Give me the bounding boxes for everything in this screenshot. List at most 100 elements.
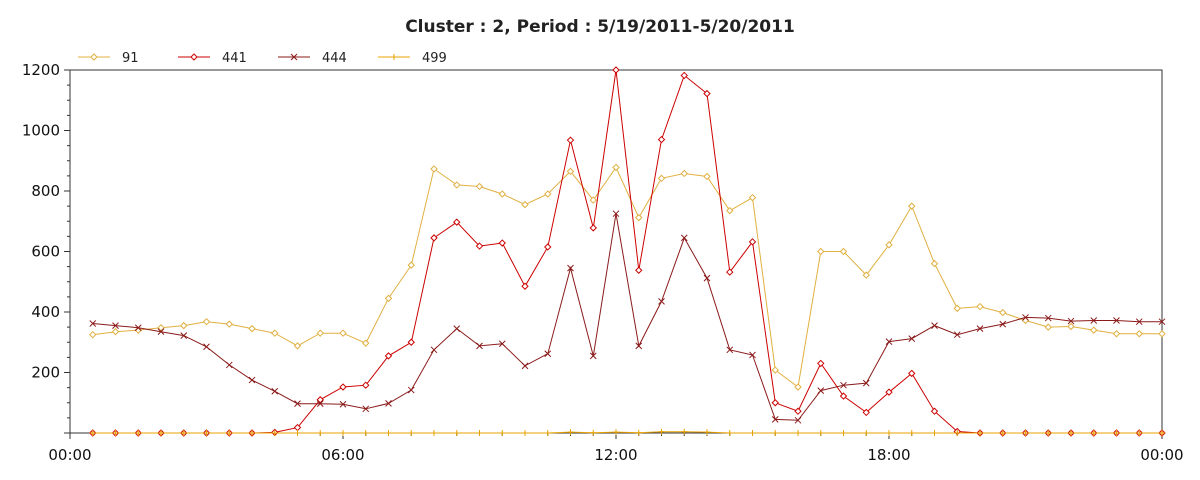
data-point <box>817 359 825 368</box>
data-point <box>521 282 529 290</box>
data-point <box>862 379 870 387</box>
data-point <box>908 369 916 378</box>
data-point <box>930 259 939 268</box>
data-point <box>89 320 97 327</box>
data-point <box>408 430 415 436</box>
series-layer <box>89 66 1166 437</box>
legend-label: 444 <box>322 51 347 66</box>
data-point <box>1112 330 1121 338</box>
data-point <box>431 430 437 436</box>
y-tick-label: 200 <box>31 364 60 382</box>
legend-item-444: 444 <box>278 51 347 66</box>
data-point <box>749 351 756 359</box>
data-point <box>794 383 802 391</box>
data-point <box>613 429 619 436</box>
data-point <box>1044 323 1052 331</box>
data-point <box>976 302 984 311</box>
axes: 00:00 06:00 12:00 18:00 00:00 200 400 600 800 100… <box>22 61 1184 464</box>
data-point <box>794 407 802 415</box>
data-point <box>453 218 461 226</box>
data-point <box>248 324 256 333</box>
data-point <box>271 430 278 436</box>
data-point <box>134 324 142 332</box>
y-tick-label: 1200 <box>22 61 60 79</box>
data-point <box>521 200 529 209</box>
data-point <box>999 430 1006 436</box>
x-tick-label: 06:00 <box>321 446 364 464</box>
data-point <box>612 66 620 74</box>
data-point <box>294 430 301 436</box>
data-point <box>475 242 484 250</box>
data-point <box>680 71 688 80</box>
data-point <box>498 239 506 247</box>
data-point <box>475 182 484 191</box>
data-point <box>681 428 688 435</box>
data-point <box>522 430 528 436</box>
data-point <box>135 430 142 436</box>
data-point <box>1159 430 1165 436</box>
data-point <box>703 89 711 98</box>
data-point <box>430 346 438 354</box>
data-point <box>498 190 506 198</box>
data-point <box>316 400 324 408</box>
data-point <box>407 338 415 346</box>
data-point <box>977 430 983 436</box>
data-point <box>839 392 848 400</box>
series-91 <box>89 163 1166 391</box>
data-point <box>589 224 597 232</box>
plot-area <box>69 69 1163 434</box>
data-point <box>931 322 938 329</box>
data-point <box>225 361 233 369</box>
data-point <box>635 213 643 222</box>
data-point <box>612 210 620 218</box>
data-point <box>1113 317 1120 324</box>
data-point <box>885 388 893 396</box>
data-point <box>293 342 302 350</box>
data-point <box>953 331 961 339</box>
data-point <box>726 268 734 276</box>
legend-label: 91 <box>122 51 139 66</box>
data-point <box>203 343 210 351</box>
data-point <box>885 241 893 249</box>
data-point <box>157 324 165 332</box>
y-tick-label: 400 <box>31 303 60 321</box>
data-point <box>157 328 165 336</box>
data-point <box>202 317 211 326</box>
data-point <box>180 332 188 339</box>
data-point <box>453 430 460 436</box>
data-point <box>226 430 233 436</box>
y-tick-label: 600 <box>31 243 60 261</box>
data-point <box>248 376 256 384</box>
data-point <box>158 430 164 436</box>
data-point <box>339 383 347 391</box>
data-point <box>290 53 298 61</box>
data-point <box>249 430 255 436</box>
data-point <box>839 247 848 256</box>
data-point <box>1022 314 1029 321</box>
data-point <box>111 327 120 336</box>
data-point <box>453 181 461 189</box>
data-point <box>680 234 688 242</box>
data-point <box>635 266 643 274</box>
data-point <box>840 430 847 436</box>
data-point <box>1158 330 1166 338</box>
data-point <box>385 430 392 436</box>
data-point <box>771 416 779 423</box>
data-point <box>1090 430 1097 436</box>
data-point <box>362 381 370 389</box>
data-point <box>771 399 779 407</box>
data-point <box>566 167 575 176</box>
x-tick-label: 00:00 <box>48 446 91 464</box>
data-point <box>590 429 597 436</box>
y-tick-label: 1000 <box>22 122 60 140</box>
data-point <box>271 329 279 337</box>
data-point <box>612 163 620 172</box>
data-point <box>658 298 665 305</box>
data-point <box>635 429 642 436</box>
data-point <box>976 325 984 332</box>
x-tick-label: 12:00 <box>594 446 637 464</box>
data-point <box>703 172 711 181</box>
data-point <box>89 330 97 339</box>
data-point <box>749 430 756 436</box>
data-point <box>908 335 916 342</box>
